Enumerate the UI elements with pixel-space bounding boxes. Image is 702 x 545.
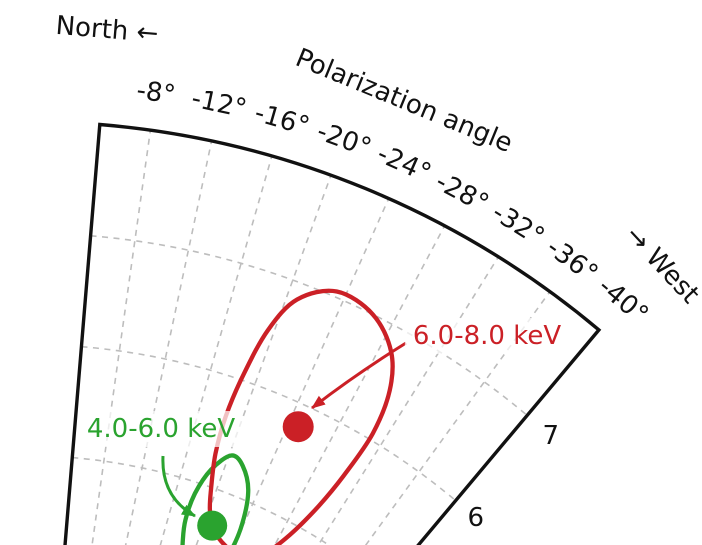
angle-tick-label: -8° bbox=[134, 75, 177, 111]
contour-4-6-kev bbox=[180, 453, 251, 545]
radius-gridline bbox=[72, 456, 385, 545]
angle-gridline bbox=[221, 256, 500, 545]
best-fit-dot-4-6-kev bbox=[197, 510, 228, 541]
polar-grid bbox=[72, 130, 551, 545]
angle-gridline bbox=[102, 140, 213, 545]
arrow-6-8-kev bbox=[311, 341, 407, 410]
wedge-border bbox=[63, 122, 602, 545]
annotation-label-6-8-kev: 6.0-8.0 keV bbox=[404, 318, 570, 354]
radius-gridline bbox=[90, 235, 528, 417]
annotation-label-4-6-kev: 4.0-6.0 keV bbox=[78, 411, 244, 447]
radial-tick-label: 6 bbox=[467, 503, 485, 534]
arrow-4-6-kev bbox=[161, 455, 196, 518]
best-fit-dot-6-8-kev bbox=[282, 411, 314, 443]
angle-gridline bbox=[77, 130, 152, 545]
contour-6-8-kev bbox=[207, 288, 395, 545]
radial-tick-label: 7 bbox=[542, 420, 560, 451]
